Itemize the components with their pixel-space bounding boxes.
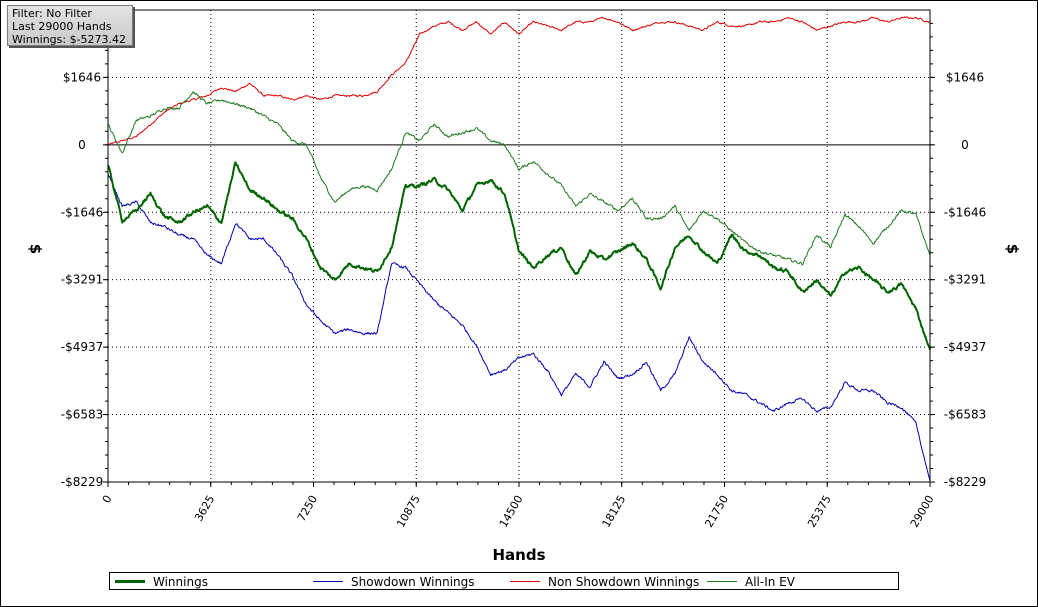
- legend-item-showdown: Showdown Winnings: [313, 574, 475, 589]
- x-tick-label: 21750: [702, 493, 731, 530]
- y-tick-label-right: -$1646: [944, 205, 987, 219]
- legend-item-winnings: Winnings: [115, 574, 208, 589]
- legend-swatch-showdown: [313, 581, 343, 582]
- filter-info-box: Filter: No Filter Last 29000 Hands Winni…: [7, 5, 133, 46]
- y-tick-labels: $1646 $1646 0 0 -$1646 -$1646 -$3291 -$3291 -$49…: [61, 70, 987, 489]
- y-tick-label-right: -$6583: [944, 408, 987, 422]
- y-tick-label-right: $1646: [946, 70, 984, 84]
- winnings-line: [107, 161, 931, 350]
- x-tick-label: 29000: [908, 493, 937, 530]
- y-axis-title-right: $: [1004, 244, 1022, 254]
- legend-label-showdown: Showdown Winnings: [351, 574, 475, 589]
- y-tick-label-left: $1646: [63, 70, 101, 84]
- y-tick-label-right: -$3291: [944, 273, 987, 287]
- y-tick-label-left: -$8229: [61, 475, 104, 489]
- hands-count-label: Last 29000 Hands: [12, 20, 112, 33]
- x-tick-label: 7250: [295, 493, 320, 524]
- chart-legend: Winnings Showdown Winnings Non Showdown …: [109, 572, 899, 590]
- legend-swatch-all-in-ev: [707, 581, 737, 582]
- y-tick-label-left: -$6583: [61, 408, 104, 422]
- plot-area-border: [107, 9, 931, 483]
- y-tick-label-right: -$8229: [944, 475, 987, 489]
- legend-label-non-showdown: Non Showdown Winnings: [548, 574, 700, 589]
- x-axis-title: Hands: [492, 546, 545, 564]
- x-tick-label: 25375: [805, 493, 834, 530]
- y-tick-label-left: -$4937: [61, 340, 104, 354]
- winnings-total-label: Winnings: $-5273.42: [12, 33, 127, 46]
- filter-label: Filter: No Filter: [12, 7, 92, 20]
- y-tick-label-right: 0: [961, 138, 969, 152]
- legend-label-all-in-ev: All-In EV: [745, 574, 795, 589]
- x-tick-label: 18125: [600, 493, 629, 530]
- series-lines: [107, 16, 931, 481]
- legend-item-all-in-ev: All-In EV: [707, 574, 795, 589]
- legend-swatch-non-showdown: [510, 581, 540, 582]
- y-tick-label-left: -$3291: [61, 273, 104, 287]
- y-tick-label-left: -$1646: [61, 205, 104, 219]
- x-tick-label: 10875: [394, 493, 423, 530]
- legend-swatch-winnings: [115, 580, 145, 583]
- x-tick-label: 14500: [497, 493, 526, 530]
- y-axis-title-left: $: [27, 244, 45, 254]
- showdown-winnings-line: [107, 173, 931, 481]
- x-tick-labels: 0 3625 7250 10875 14500 18125 21750 25375 29000: [100, 493, 937, 530]
- x-tick-label: 0: [100, 493, 115, 506]
- non-showdown-winnings-line: [108, 16, 931, 146]
- all-in-ev-line: [107, 91, 931, 266]
- plot-axes: [103, 9, 935, 487]
- legend-item-non-showdown: Non Showdown Winnings: [510, 574, 699, 589]
- x-tick-label: 3625: [192, 493, 217, 524]
- y-tick-label-left: 0: [78, 138, 86, 152]
- y-tick-label-right: -$4937: [944, 340, 987, 354]
- legend-label-winnings: Winnings: [153, 574, 208, 589]
- grid: [108, 10, 930, 482]
